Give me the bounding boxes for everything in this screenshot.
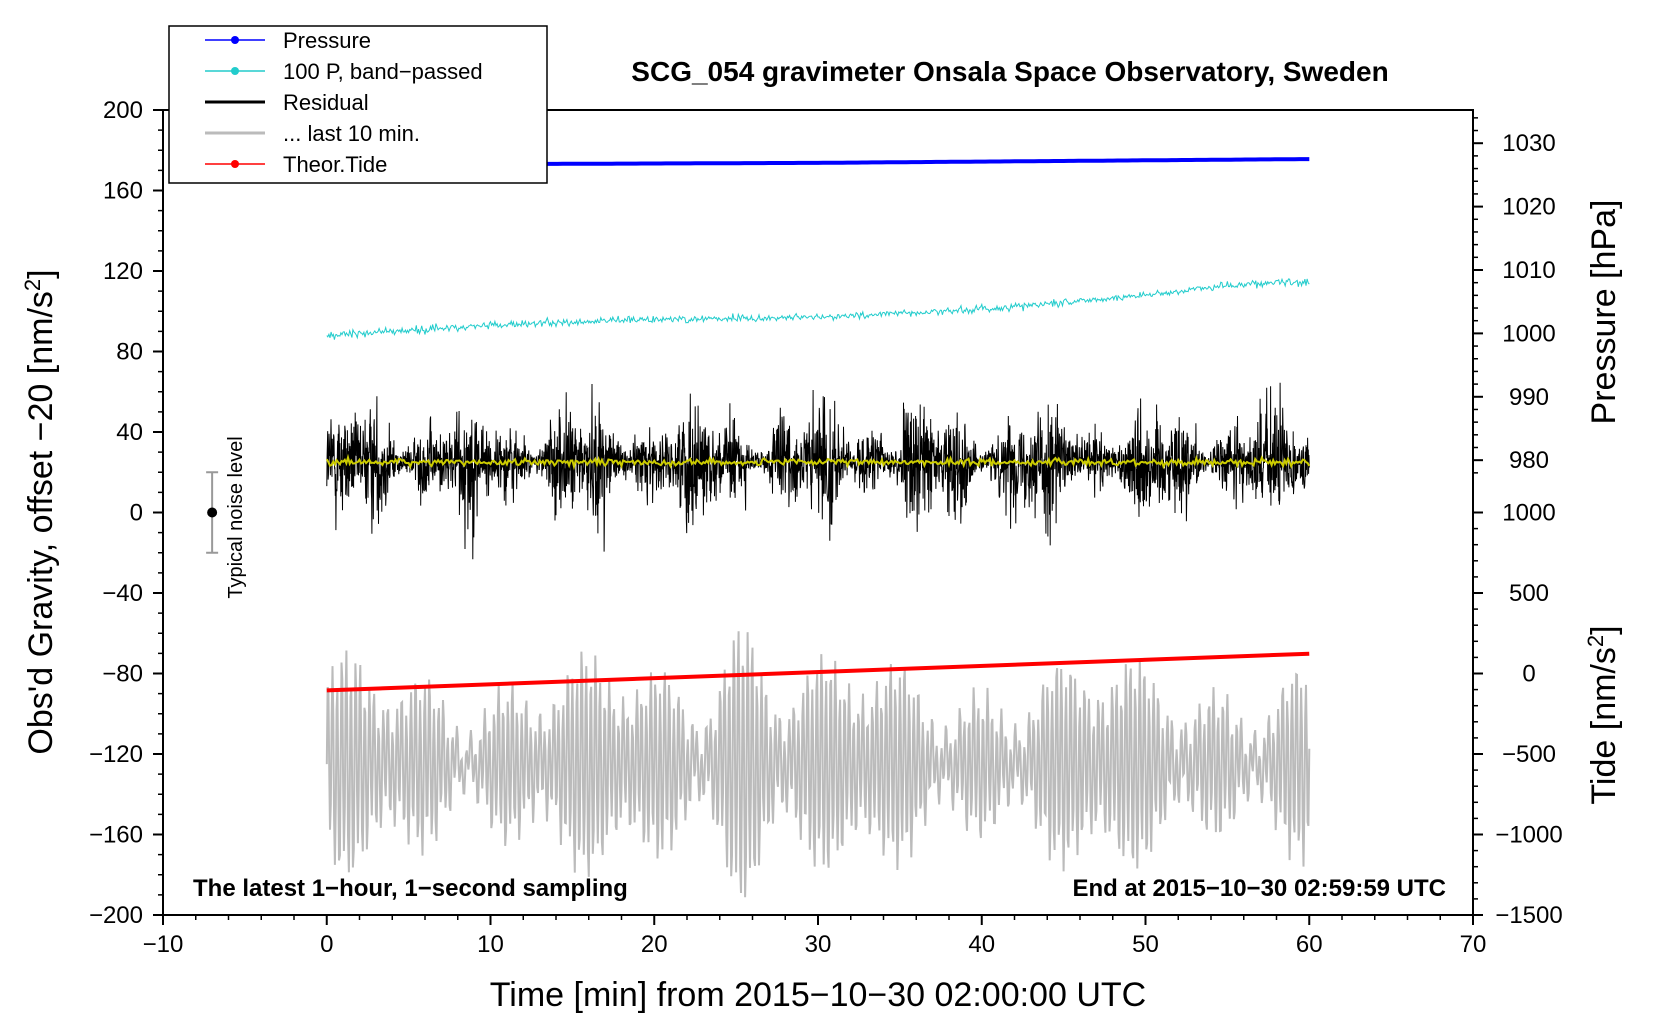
series-residual-smoothed-line <box>325 453 1311 471</box>
legend-label: 100 P, band−passed <box>283 59 483 84</box>
y-axis-left-title: Obs'd Gravity, offset −20 [nm/s2] <box>20 269 60 754</box>
pressure-tick-label: 980 <box>1509 447 1549 474</box>
pressure-tick-label: 990 <box>1509 384 1549 411</box>
legend-swatch-marker <box>231 67 239 75</box>
x-tick-label: 0 <box>320 931 333 958</box>
legend-label: Residual <box>283 90 369 115</box>
pressure-tick-label: 1000 <box>1502 320 1555 347</box>
y-axis-tide-title-sup: 2 <box>1583 635 1608 647</box>
x-tick-label: 60 <box>1296 931 1323 958</box>
pressure-tick-label: 1030 <box>1502 130 1555 157</box>
legend: Pressure 100 P, band−passed Residual ... la… <box>168 25 548 184</box>
x-tick-label: −10 <box>143 931 184 958</box>
y-tick-label: 80 <box>116 339 143 366</box>
x-tick-label: 10 <box>477 931 504 958</box>
noise-bar: Typical noise level <box>206 436 247 599</box>
x-tick-label: 70 <box>1460 931 1487 958</box>
y-tick-label: 0 <box>130 500 143 527</box>
x-tick-label: 20 <box>641 931 668 958</box>
y-axis-pressure-title: Pressure [hPa] <box>1585 200 1623 425</box>
series-100p-bandpassed-line <box>326 277 1310 340</box>
y-tick-label: −160 <box>89 822 143 849</box>
y-axis-tide-title-close: ] <box>1585 625 1623 634</box>
legend-items: Pressure 100 P, band−passed Residual ... la… <box>205 28 483 177</box>
x-axis-title: Time [min] from 2015−10−30 02:00:00 UTC <box>490 976 1146 1014</box>
tide-tick-label: −500 <box>1502 741 1556 768</box>
tide-tick-label: 500 <box>1509 580 1549 607</box>
y-axis-tide-title-main: Tide [nm/s <box>1585 647 1623 804</box>
legend-label: Theor.Tide <box>283 152 387 177</box>
legend-swatch-marker <box>231 36 239 44</box>
tide-tick-label: 1000 <box>1502 500 1555 527</box>
tide-tick-label: 0 <box>1522 661 1535 688</box>
x-tick-label: 40 <box>968 931 995 958</box>
ticks-layer: −10 0 10 20 30 40 50 60 7020016012080400−40−80−1… <box>89 97 1563 958</box>
y-tick-label: 40 <box>116 419 143 446</box>
series-theor-tide-line <box>326 651 1310 693</box>
legend-label: Pressure <box>283 28 371 53</box>
pressure-tick-label: 1020 <box>1502 194 1555 221</box>
y-tick-label: 200 <box>103 97 143 124</box>
legend-label: ... last 10 min. <box>283 121 420 146</box>
y-tick-label: 160 <box>103 178 143 205</box>
y-axis-tide-title: Tide [nm/s2] <box>1583 625 1623 804</box>
y-axis-left-title-sup: 2 <box>20 279 45 291</box>
y-axis-left-title-close: ] <box>22 269 60 278</box>
x-tick-label: 30 <box>805 931 832 958</box>
legend-swatch-marker <box>231 160 239 168</box>
chart-title: SCG_054 gravimeter Onsala Space Observat… <box>631 56 1388 87</box>
noise-bar-dot <box>207 507 218 518</box>
pressure-tick-label: 1010 <box>1502 257 1555 284</box>
annotation-left: The latest 1−hour, 1−second sampling <box>193 875 628 902</box>
y-tick-label: −200 <box>89 902 143 929</box>
annotation-right: End at 2015−10−30 02:59:59 UTC <box>1072 875 1446 902</box>
y-tick-label: −120 <box>89 741 143 768</box>
y-tick-label: 120 <box>103 258 143 285</box>
noise-bar-label: Typical noise level <box>225 436 247 598</box>
legend-box <box>168 25 548 184</box>
series-last-10-min-line <box>325 631 1311 898</box>
plot-layer <box>325 157 1311 898</box>
tide-tick-label: −1000 <box>1495 822 1562 849</box>
y-axis-left-title-main: Obs'd Gravity, offset −20 [nm/s <box>22 291 60 754</box>
y-tick-label: −80 <box>102 661 143 688</box>
tide-tick-label: −1500 <box>1495 902 1562 929</box>
y-tick-label: −40 <box>102 580 143 607</box>
x-tick-label: 50 <box>1132 931 1159 958</box>
series-residual-line <box>326 382 1310 560</box>
